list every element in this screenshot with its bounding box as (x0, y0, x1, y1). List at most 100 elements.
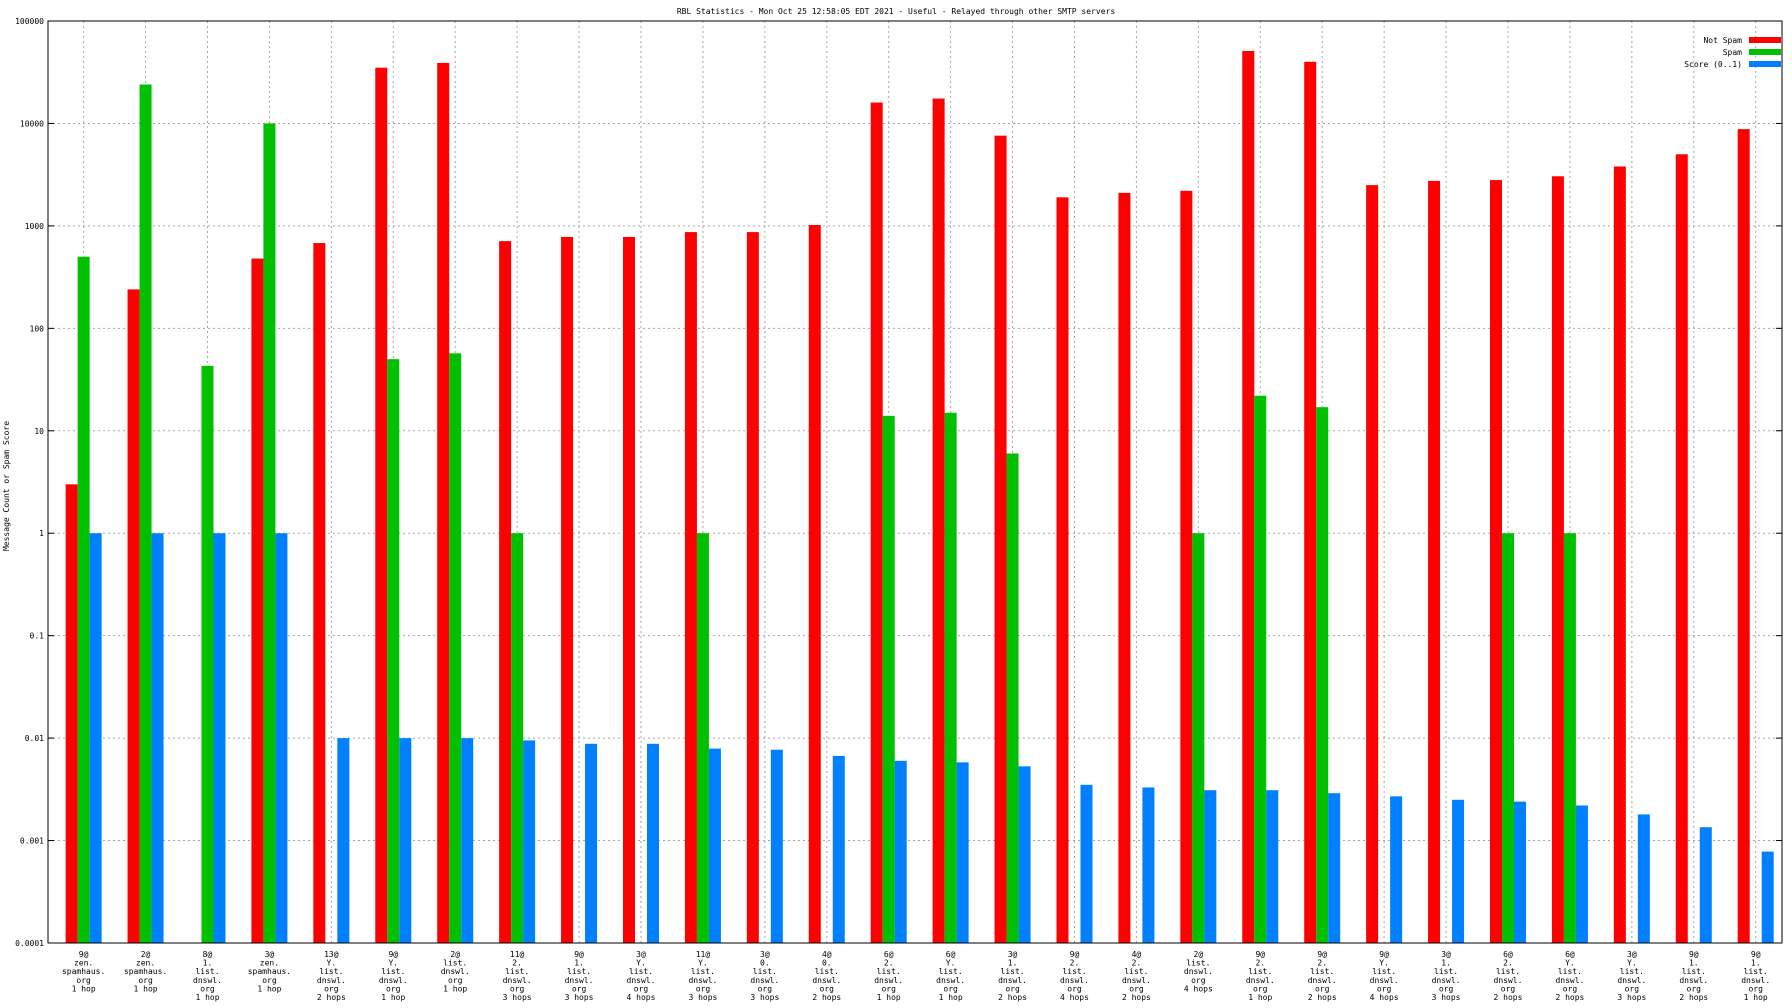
x-tick-label: 9@ 2. list. dnswl. org 2 hops (1308, 950, 1337, 1002)
x-tick-label: 2@ list. dnswl. org 1 hop (441, 950, 470, 993)
x-tick-label: 9@ 1. list. dnswl. org 3 hops (565, 950, 594, 1002)
bar-spam (449, 353, 462, 943)
x-tick-label: 3@ 1. list. dnswl. org 3 hops (1432, 950, 1461, 1002)
bar-score-0-1 (1513, 801, 1526, 943)
bar-not-spam (1551, 176, 1564, 944)
x-tick-label: 9@ zen. spamhaus. org 1 hop (62, 950, 105, 993)
bar-score-0-1 (461, 738, 474, 943)
legend-label: Score (0..1) (1684, 60, 1742, 69)
bar-spam (263, 123, 276, 943)
x-tick-label: 3@ zen. spamhaus. org 1 hop (248, 950, 291, 993)
bar-score-0-1 (646, 743, 659, 943)
bar-score-0-1 (399, 738, 412, 943)
y-tick-label: 0.01 (25, 734, 44, 743)
bar-spam (1501, 533, 1514, 943)
bar-not-spam (1675, 154, 1688, 943)
bar-not-spam (994, 135, 1007, 944)
bar-spam (1006, 453, 1019, 943)
y-tick-label: 100 (30, 324, 45, 333)
bar-spam (696, 533, 709, 943)
bar-score-0-1 (151, 533, 164, 943)
bar-not-spam (1242, 50, 1255, 943)
x-tick-label: 2@ zen. spamhaus. org 1 hop (124, 950, 167, 993)
bar-score-0-1 (894, 760, 907, 943)
bar-not-spam (1118, 192, 1131, 943)
bar-score-0-1 (1637, 814, 1650, 943)
x-tick-label: 8@ 1. list. dnswl. org 1 hop (193, 950, 222, 1002)
x-tick-label: 11@ Y. list. dnswl. org 3 hops (688, 950, 717, 1002)
bar-spam (139, 84, 152, 944)
y-tick-labels: 0.0001 0.001 0.01 0.1 1 10 100 1000 10000 100000 (15, 17, 44, 948)
legend-swatch (1749, 37, 1781, 43)
x-tick-label: 9@ Y. list. dnswl. org 1 hop (379, 950, 408, 1002)
bar-score-0-1 (1204, 790, 1217, 943)
y-tick-label: 0.0001 (15, 939, 44, 948)
y-tick-label: 10 (34, 427, 44, 436)
x-tick-label: 9@ Y. list. dnswl. org 4 hops (1370, 950, 1399, 1002)
bar-not-spam (622, 236, 635, 944)
bar-score-0-1 (1266, 790, 1279, 943)
bar-score-0-1 (770, 749, 783, 943)
bar-spam (882, 415, 895, 944)
x-tick-label: 9@ 2. list. dnswl. org 1 hop (1246, 950, 1275, 1002)
bar-not-spam (1428, 180, 1441, 943)
bar-score-0-1 (213, 533, 226, 943)
bar-spam (1192, 533, 1205, 943)
chart-title: RBL Statistics - Mon Oct 25 12:58:05 EDT… (677, 7, 1115, 16)
x-tick-label: 6@ 2. list. dnswl. org 1 hop (874, 950, 903, 1002)
bar-not-spam (437, 62, 450, 943)
x-tick-labels: 9@ zen. spamhaus. org 1 hop 2@ zen. spamhaus. or… (62, 950, 1770, 1002)
x-tick-label: 2@ list. dnswl. org 4 hops (1184, 950, 1213, 993)
x-tick-label: 3@ Y. list. dnswl. org 3 hops (1617, 950, 1646, 1002)
bar-not-spam (1304, 61, 1317, 944)
x-tick-label: 6@ 2. list. dnswl. org 2 hops (1494, 950, 1523, 1002)
bar-spam (77, 256, 90, 943)
legend-swatch (1749, 61, 1781, 67)
bar-spam (201, 365, 214, 943)
bar-not-spam (561, 236, 574, 944)
x-tick-label: 3@ 0. list. dnswl. org 3 hops (750, 950, 779, 1002)
bar-not-spam (65, 484, 78, 943)
legend-swatch (1749, 49, 1781, 55)
bar-not-spam (1366, 185, 1379, 944)
bar-score-0-1 (585, 743, 598, 943)
bar-not-spam (808, 225, 821, 944)
bar-not-spam (499, 241, 512, 943)
y-tick-label: 10000 (20, 119, 44, 128)
x-tick-label: 3@ 1. list. dnswl. org 2 hops (998, 950, 1027, 1002)
x-tick-label: 9@ 1. list. dnswl. org 2 hops (1679, 950, 1708, 1002)
x-tick-label: 9@ 1. list. dnswl. org 1 hop (1741, 950, 1770, 1002)
legend-label: Spam (1723, 48, 1742, 57)
bar-not-spam (1180, 190, 1193, 944)
bar-spam (1316, 407, 1329, 943)
x-tick-label: 9@ 2. list. dnswl. org 4 hops (1060, 950, 1089, 1002)
x-tick-label: 4@ 2. list. dnswl. org 2 hops (1122, 950, 1151, 1002)
bar-not-spam (127, 289, 140, 943)
axes (47, 20, 1783, 944)
bar-score-0-1 (708, 748, 721, 943)
bar-spam (1254, 395, 1267, 943)
plot-border (47, 20, 1783, 944)
bar-not-spam (1613, 166, 1626, 943)
y-axis-label: Message Count or Spam Score (2, 421, 11, 551)
bar-score-0-1 (1328, 793, 1341, 943)
bar-score-0-1 (1761, 851, 1774, 943)
bar-not-spam (1737, 129, 1750, 943)
bar-score-0-1 (89, 533, 102, 943)
bar-not-spam (1056, 197, 1069, 943)
bar-score-0-1 (1390, 796, 1403, 943)
bar-score-0-1 (1142, 787, 1155, 943)
bar-score-0-1 (1575, 805, 1588, 943)
x-tick-label: 4@ 0. list. dnswl. org 2 hops (812, 950, 841, 1002)
y-tick-label: 0.001 (20, 837, 44, 846)
bar-score-0-1 (832, 755, 845, 943)
bar-score-0-1 (1018, 766, 1031, 943)
bar-not-spam (1489, 180, 1502, 944)
bar-spam (387, 359, 400, 943)
bar-score-0-1 (337, 738, 350, 943)
y-tick-label: 0.1 (30, 632, 45, 641)
bar-not-spam (251, 258, 264, 943)
bar-score-0-1 (1452, 799, 1465, 943)
x-tick-label: 6@ Y. list. dnswl. org 2 hops (1555, 950, 1584, 1002)
